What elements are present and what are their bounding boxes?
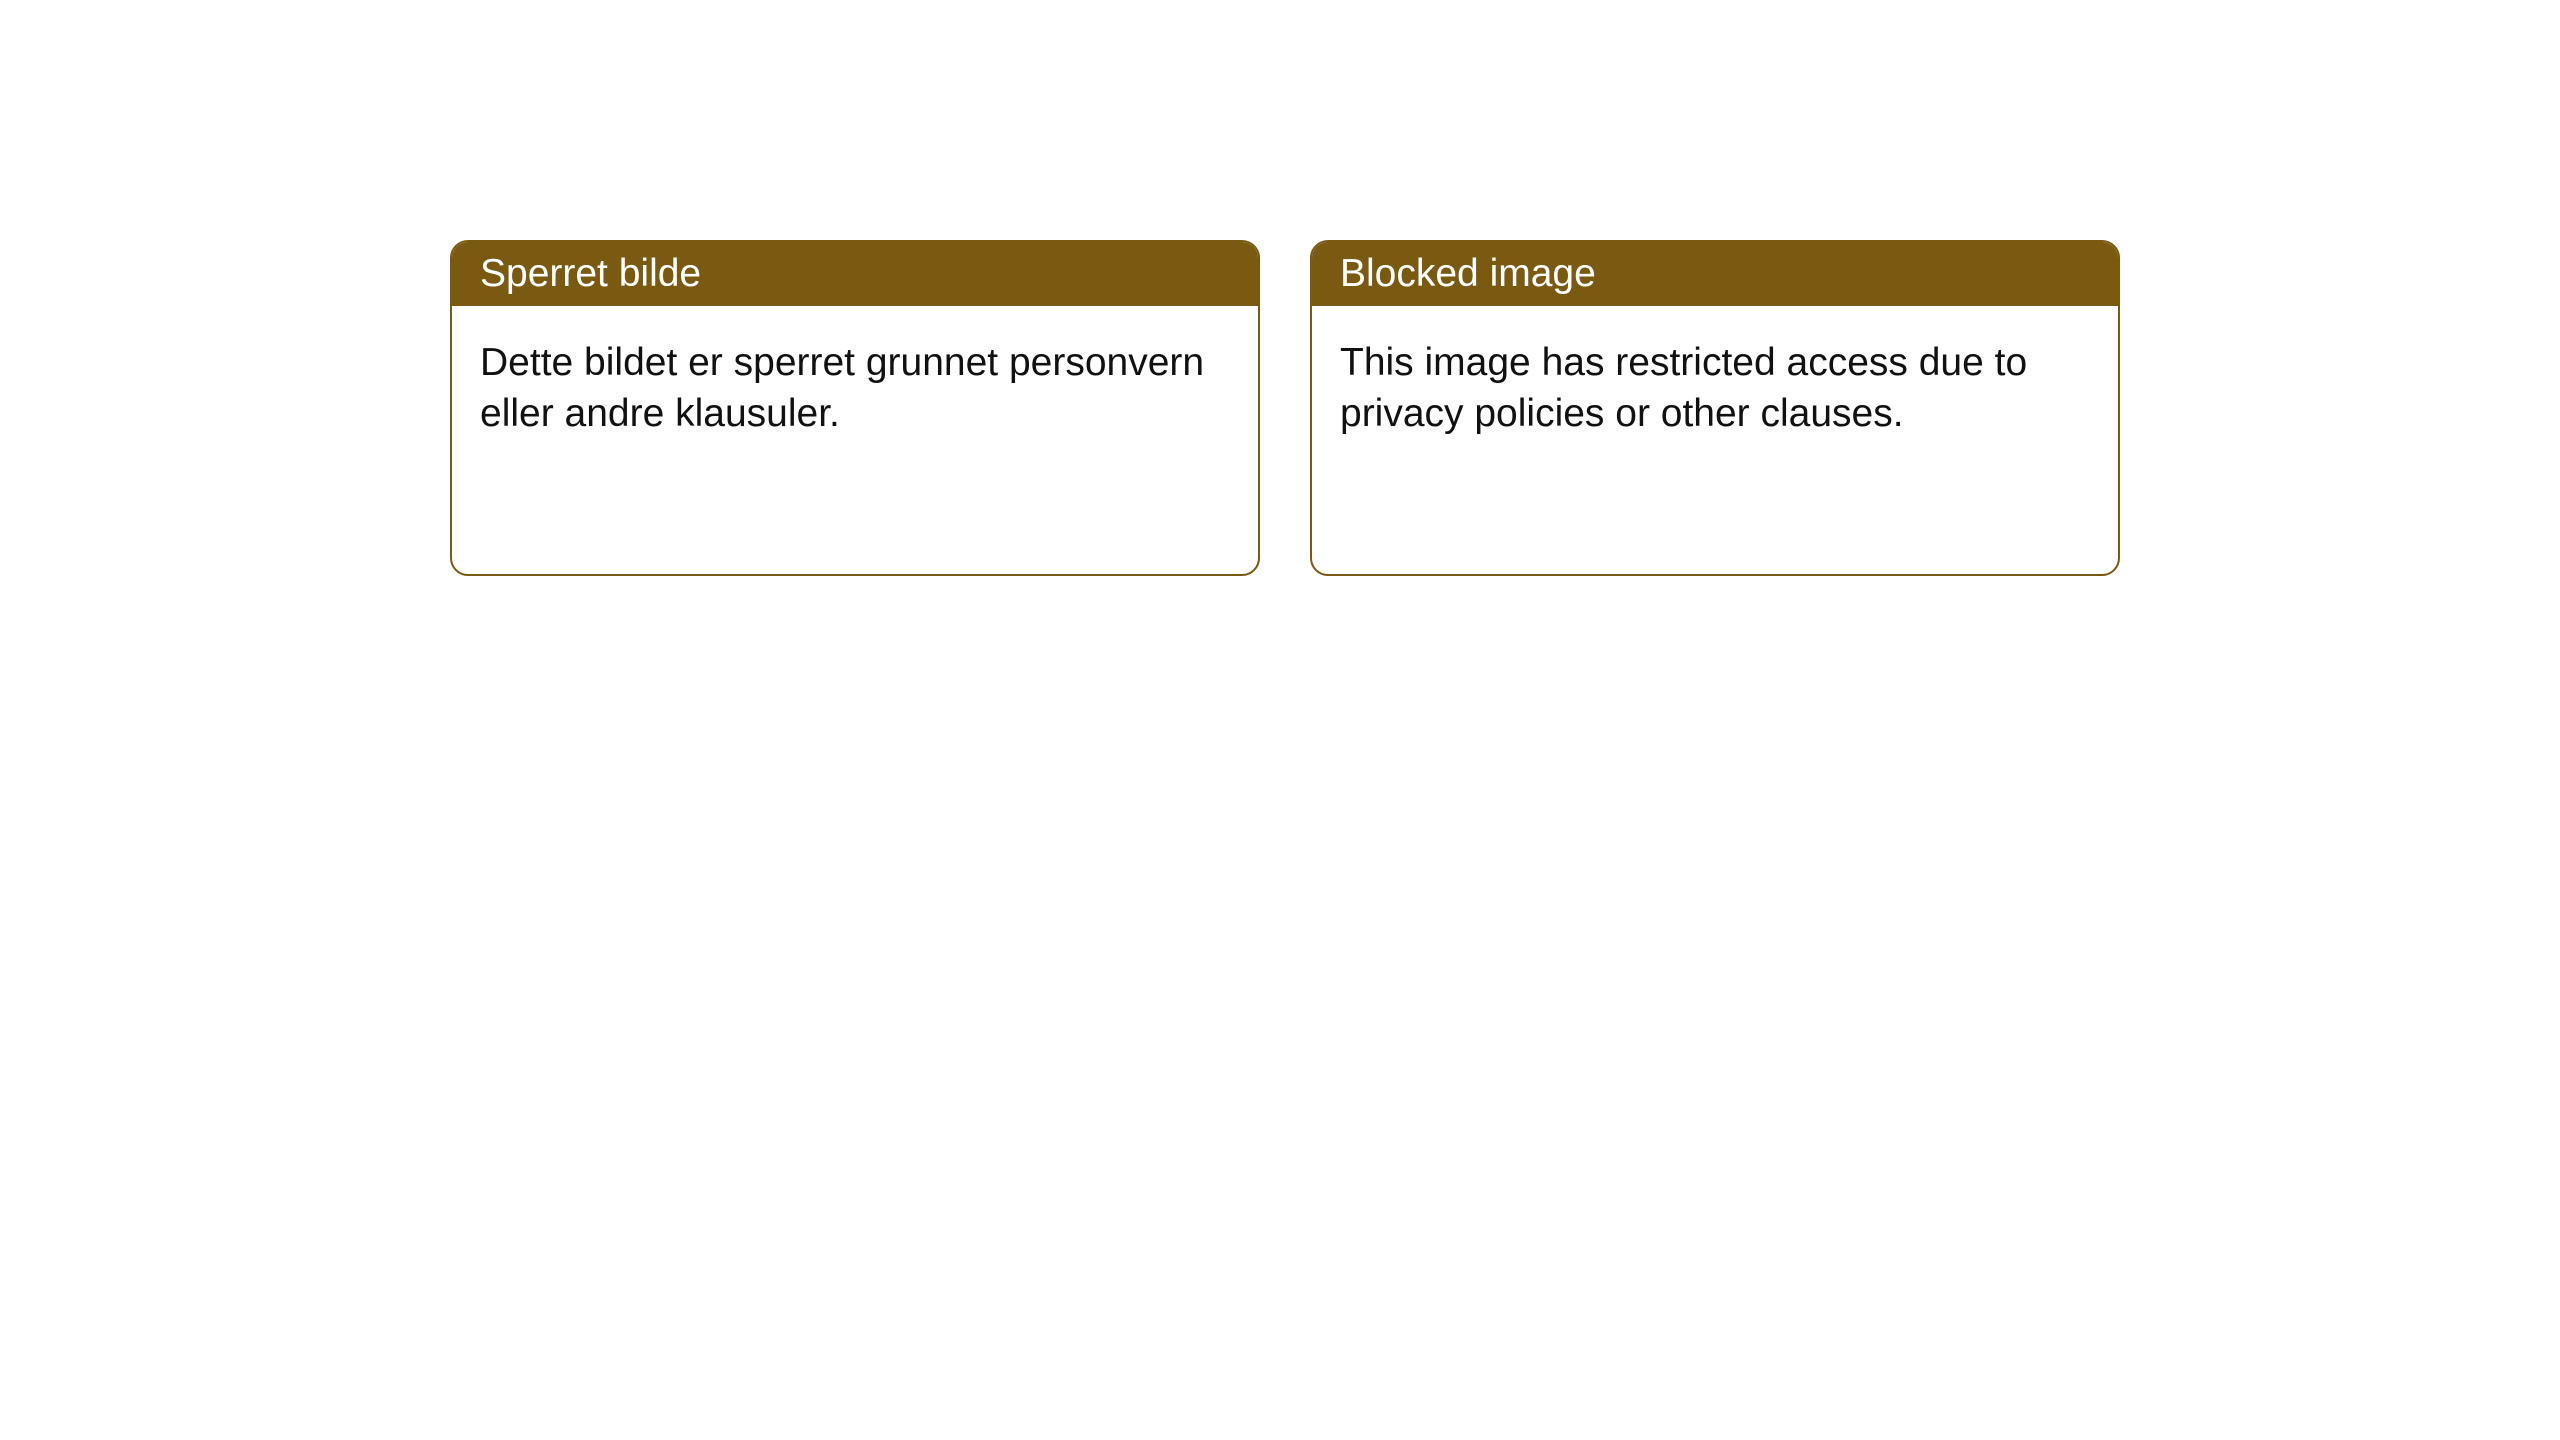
notice-message-no: Dette bildet er sperret grunnet personve… — [480, 341, 1204, 435]
notice-message-en: This image has restricted access due to … — [1340, 341, 2027, 435]
notice-title-no: Sperret bilde — [480, 252, 701, 295]
notice-card-norwegian: Sperret bilde Dette bildet er sperret gr… — [450, 240, 1260, 576]
notice-body-en: This image has restricted access due to … — [1312, 306, 2118, 471]
notice-header-no: Sperret bilde — [452, 242, 1258, 306]
notice-card-english: Blocked image This image has restricted … — [1310, 240, 2120, 576]
notice-body-no: Dette bildet er sperret grunnet personve… — [452, 306, 1258, 471]
notice-header-en: Blocked image — [1312, 242, 2118, 306]
notice-title-en: Blocked image — [1340, 252, 1596, 295]
notice-container: Sperret bilde Dette bildet er sperret gr… — [0, 0, 2560, 576]
